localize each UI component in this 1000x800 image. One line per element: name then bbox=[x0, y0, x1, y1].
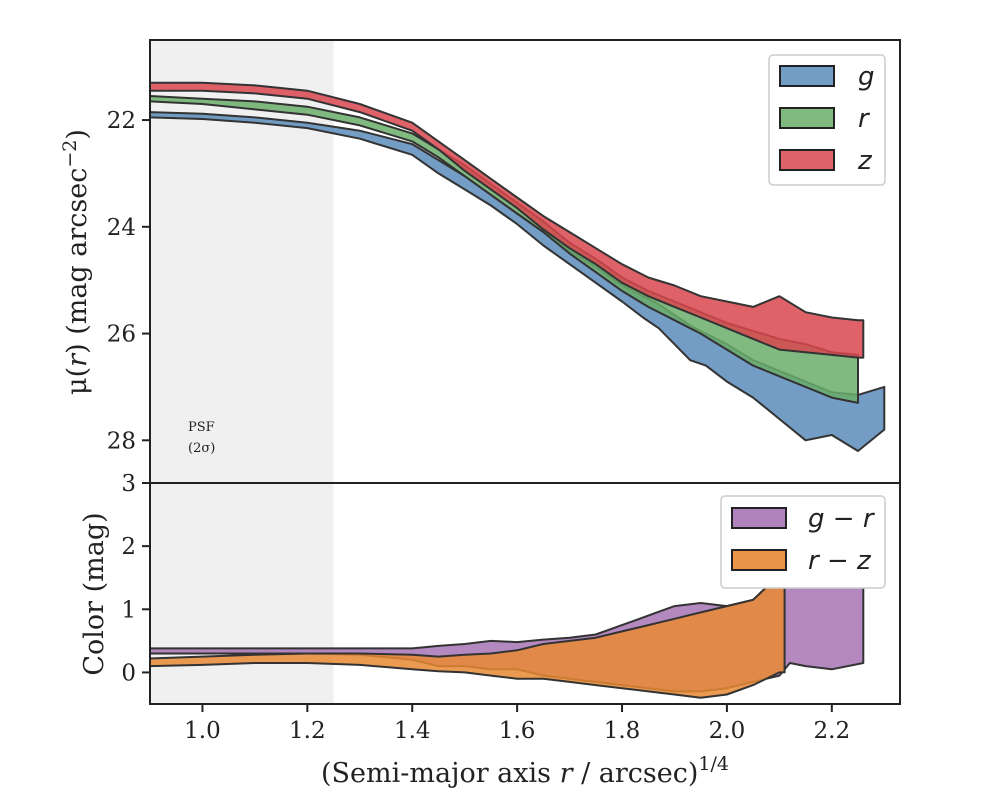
top-ytick-label: 24 bbox=[107, 215, 136, 241]
x-ticks: 1.0 1.2 1.4 1.6 1.8 2.0 2.2 bbox=[184, 704, 850, 744]
bottom-panel-frame bbox=[149, 482, 901, 705]
top-legend: g r z bbox=[768, 54, 886, 186]
legend-label-r-minus-z: r − z bbox=[808, 546, 872, 576]
bottom-ytick-label: 1 bbox=[121, 597, 136, 623]
bottom-ytick-label: 3 bbox=[121, 471, 136, 497]
legend-label-g: g bbox=[858, 62, 875, 92]
legend-label-r: r bbox=[858, 104, 871, 134]
bottom-panel-bands bbox=[150, 564, 865, 699]
bottom-ytick-label: 2 bbox=[121, 534, 136, 560]
top-panel-y-ticks: 22 24 26 28 bbox=[107, 108, 150, 454]
bottom-ytick-label: 0 bbox=[121, 660, 136, 686]
top-ytick-label: 26 bbox=[107, 322, 136, 348]
legend-swatch-g bbox=[779, 65, 835, 87]
xtick-label: 1.0 bbox=[184, 718, 221, 744]
legend-swatch-r bbox=[779, 107, 835, 129]
xtick-label: 1.6 bbox=[499, 718, 536, 744]
xtick-label: 1.4 bbox=[394, 718, 431, 744]
top-panel-bands bbox=[150, 81, 886, 452]
top-ytick-label: 22 bbox=[107, 108, 136, 134]
top-ytick-label: 28 bbox=[107, 428, 136, 454]
xtick-label: 2.0 bbox=[709, 718, 746, 744]
bottom-panel-y-ticks: 0 1 2 3 bbox=[121, 471, 150, 686]
legend-swatch-z bbox=[779, 149, 835, 171]
bottom-legend: g − r r − z bbox=[720, 495, 886, 589]
xtick-label: 1.2 bbox=[289, 718, 326, 744]
legend-label-z: z bbox=[857, 146, 873, 176]
legend-swatch-g-minus-r bbox=[731, 507, 787, 529]
bottom-panel-ylabel: Color (mag) bbox=[79, 512, 110, 675]
psf-shade-bottom bbox=[150, 483, 334, 704]
psf-label-line1: PSF bbox=[188, 420, 215, 435]
band-r-z bbox=[150, 564, 786, 699]
xtick-label: 1.8 bbox=[604, 718, 641, 744]
top-panel-ylabel: μ(r) (mag arcsec−2) bbox=[59, 129, 93, 395]
x-axis-label: (Semi-major axis r / arcsec)1/4 bbox=[321, 753, 729, 789]
psf-label-line2: (2σ) bbox=[188, 441, 215, 456]
band-z bbox=[150, 81, 865, 359]
legend-swatch-r-minus-z bbox=[731, 549, 787, 571]
legend-label-g-minus-r: g − r bbox=[808, 504, 876, 534]
xtick-label: 2.2 bbox=[814, 718, 851, 744]
